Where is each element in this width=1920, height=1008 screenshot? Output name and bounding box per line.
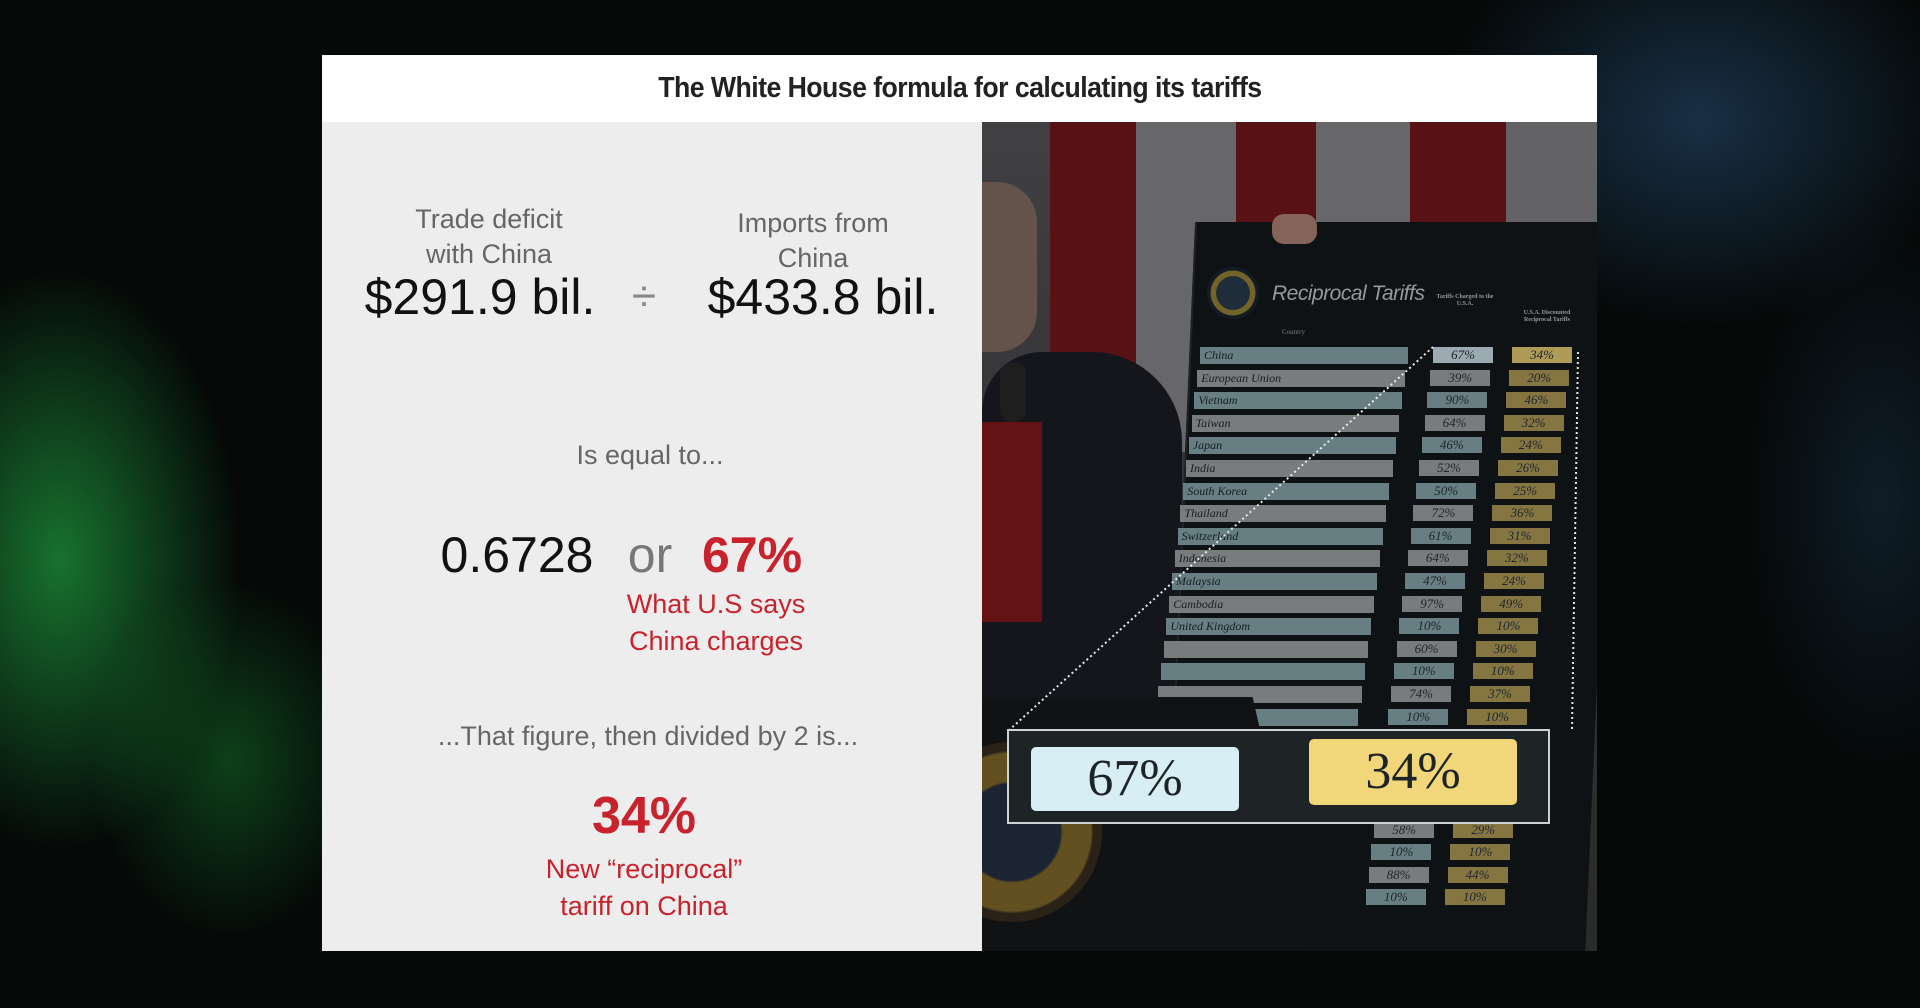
equal-text: Is equal to... [576,440,724,470]
or-text: or [627,527,673,583]
reciprocal-cell: 10% [1467,708,1528,725]
reciprocal-cell: 10% [1478,618,1539,635]
deficit-value: $291.9 bil. [364,269,596,325]
divide-symbol: ÷ [631,272,657,321]
imports-value: $433.8 bil. [707,269,939,325]
reciprocal-cell: 24% [1500,437,1561,454]
board-charged-header: Tariffs Charged to the U.S.A. [1436,294,1494,307]
title-bar: The White House formula for calculating … [322,55,1597,122]
charged-cell: 10% [1388,708,1449,725]
reciprocal-cell: 10% [1444,889,1505,906]
charged-cell: 90% [1427,392,1488,409]
formula-panel: Trade deficit with China $291.9 bil. ÷ I… [322,122,982,951]
infographic-card: The White House formula for calculating … [322,55,1597,951]
charged-cell: 72% [1413,505,1474,522]
divided-text: ...That figure, then divided by 2 is... [437,721,859,751]
tariff-note-line: tariff on China [560,891,728,921]
country-cell: South Korea [1183,482,1390,500]
reciprocal-cell: 34% [1512,347,1572,363]
board-discount-header: U.S.A. Discounted Reciprocal Tariffs [1523,310,1571,323]
percent-note-line: What U.S says [626,589,806,619]
reciprocal-cell: 37% [1470,686,1530,702]
inset-reciprocal-value: 34% [1309,739,1517,805]
country-cell: China [1200,347,1408,364]
speaker-tie [982,422,1042,622]
imports-label: Imports from China [737,206,889,276]
connector-line [1571,351,1579,731]
country-cell: Malaysia [1172,573,1377,590]
board-country-header: Country [1282,328,1305,336]
reciprocal-cell: 24% [1484,573,1544,589]
country-cell [1160,663,1365,681]
reciprocal-cell: 44% [1447,866,1508,883]
reciprocal-cell: 49% [1481,595,1542,612]
imports-label-line: China [777,243,849,273]
hand [1272,214,1317,244]
charged-cell: 47% [1405,573,1465,589]
inset-charged-value: 67% [1031,747,1239,811]
country-cell: European Union [1197,369,1405,387]
tariff-note: New “reciprocal” tariff on China [546,851,743,925]
reciprocal-cell: 36% [1492,505,1553,522]
percent-value: 67% [701,527,803,583]
charged-cell: 50% [1416,482,1477,499]
charged-cell: 10% [1371,844,1432,861]
charged-cell: 10% [1393,663,1454,680]
speaker-head [982,182,1037,352]
zoom-connector [1006,346,1579,733]
percent-note: What U.S says China charges [627,586,806,660]
deficit-label: Trade deficit with China [415,202,563,272]
deficit-label-line: Trade deficit [415,204,563,234]
charged-cell: 74% [1391,686,1451,702]
tariff-note-line: New “reciprocal” [545,854,743,884]
microphone [1000,362,1026,422]
percent-note-line: China charges [628,626,804,656]
country-cell: Thailand [1180,505,1387,523]
reciprocal-cell: 20% [1509,369,1570,386]
charged-cell: 10% [1365,889,1426,906]
country-cell: Taiwan [1191,414,1399,432]
country-cell: Indonesia [1174,550,1381,568]
reciprocal-cell: 29% [1453,821,1514,838]
country-cell: Japan [1188,437,1396,455]
board-title: Reciprocal Tariffs [1272,282,1425,305]
country-cell: Cambodia [1169,595,1374,613]
charged-cell: 61% [1410,527,1471,544]
charged-cell: 97% [1402,595,1463,612]
charged-cell: 10% [1399,618,1460,635]
country-cell: India [1186,460,1393,477]
reciprocal-cell: 10% [1450,844,1511,861]
charged-cell: 88% [1368,866,1429,883]
zoom-inset: 67% 34% [1007,729,1550,824]
connector-line [1006,346,1434,733]
reciprocal-cell: 26% [1498,460,1558,476]
charged-cell: 58% [1374,821,1435,838]
reciprocal-cell: 32% [1503,414,1564,431]
reciprocal-cell: 32% [1486,550,1547,567]
country-cell [1163,640,1368,658]
infographic-title: The White House formula for calculating … [657,72,1262,104]
imports-label-line: Imports from [737,208,889,238]
charged-cell: 52% [1419,460,1479,476]
deficit-label-line: with China [425,239,553,269]
charged-cell: 60% [1396,640,1457,657]
charged-cell: 64% [1407,550,1468,567]
charged-cell: 64% [1424,414,1485,431]
reciprocal-cell: 46% [1506,392,1567,409]
press-photo: Reciprocal Tariffs Country Tariffs Charg… [982,122,1597,951]
charged-cell: 67% [1433,347,1493,363]
reciprocal-cell: 30% [1475,640,1536,657]
reciprocal-cell: 25% [1495,482,1556,499]
country-cell: United Kingdom [1166,618,1371,636]
reciprocal-cell: 31% [1489,527,1550,544]
tariff-value: 34% [591,787,697,845]
charged-cell: 39% [1430,369,1491,386]
reciprocal-cell: 10% [1472,663,1533,680]
charged-cell: 46% [1421,437,1482,454]
country-cell: Vietnam [1194,392,1402,410]
ratio-value: 0.6728 [440,527,594,583]
presidential-seal-icon [1207,267,1259,319]
